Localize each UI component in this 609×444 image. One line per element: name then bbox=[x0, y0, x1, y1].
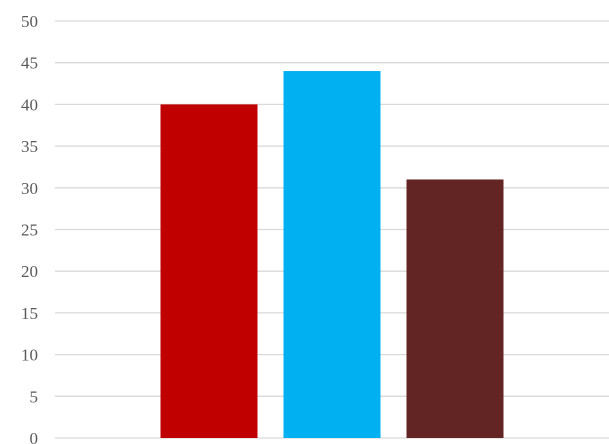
y-tick-label: 10 bbox=[21, 346, 38, 365]
y-tick-label: 45 bbox=[21, 54, 38, 73]
y-tick-label: 15 bbox=[21, 304, 38, 323]
bar-3 bbox=[406, 179, 504, 438]
y-axis-tick-labels: 0 5 10 15 20 25 30 35 40 45 50 bbox=[21, 12, 38, 444]
y-tick-label: 0 bbox=[30, 429, 39, 444]
y-tick-label: 25 bbox=[21, 221, 38, 240]
y-tick-label: 40 bbox=[21, 95, 38, 114]
bar-1 bbox=[160, 104, 258, 439]
bars bbox=[160, 71, 504, 439]
y-tick-label: 50 bbox=[21, 12, 38, 31]
y-tick-label: 30 bbox=[21, 179, 38, 198]
bar-2 bbox=[283, 71, 381, 438]
y-tick-label: 20 bbox=[21, 262, 38, 281]
y-tick-label: 35 bbox=[21, 137, 38, 156]
y-tick-label: 5 bbox=[30, 387, 39, 406]
